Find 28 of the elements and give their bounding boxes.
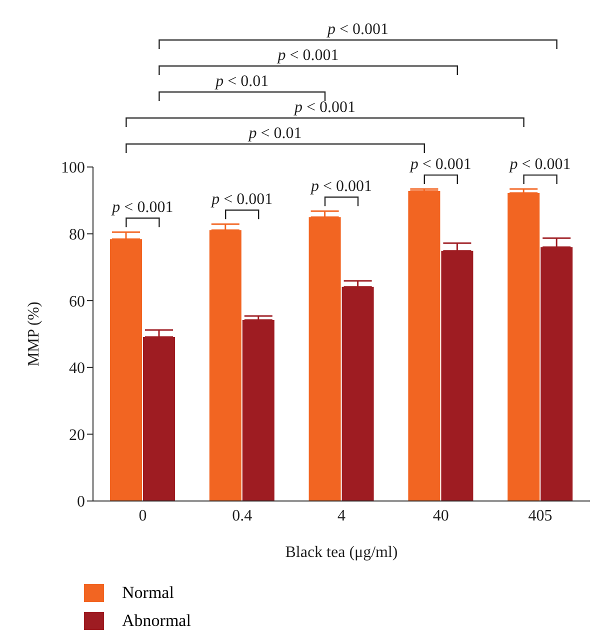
- x-tick-label: 40: [432, 507, 449, 524]
- bar: [242, 320, 274, 501]
- legend-label: Normal: [122, 583, 174, 603]
- bar: [408, 191, 440, 501]
- x-tick-label: 0.4: [232, 507, 252, 524]
- text: p < 0.001: [276, 47, 339, 64]
- x-axis-title: Black tea (μg/ml): [285, 544, 398, 561]
- text: p < 0.01: [214, 73, 269, 90]
- legend-label: Abnormal: [122, 611, 191, 631]
- y-tick-label: 80: [69, 226, 85, 244]
- text: p < 0.001: [293, 99, 356, 116]
- bar: [508, 193, 540, 501]
- y-tick-label: 60: [69, 293, 85, 310]
- text: p < 0.001: [326, 21, 389, 38]
- annotation: p < 0.001: [210, 191, 273, 208]
- x-tick-label: 0: [138, 507, 147, 524]
- y-tick-label: 0: [77, 494, 85, 511]
- y-tick-label: 20: [69, 426, 85, 444]
- annotation: p < 0.001: [508, 156, 571, 174]
- annotation: p < 0.001: [310, 178, 372, 196]
- annotation: p < 0.001: [111, 199, 174, 216]
- x-tick-label: 405: [528, 507, 552, 524]
- text: p < 0.01: [248, 125, 302, 142]
- x-tick-label: 4: [338, 507, 346, 524]
- y-axis-title: MMP (%): [26, 302, 43, 366]
- y-tick-label: 40: [69, 360, 85, 378]
- y-tick-label: 100: [61, 160, 85, 177]
- annotation: p < 0.001: [409, 156, 472, 174]
